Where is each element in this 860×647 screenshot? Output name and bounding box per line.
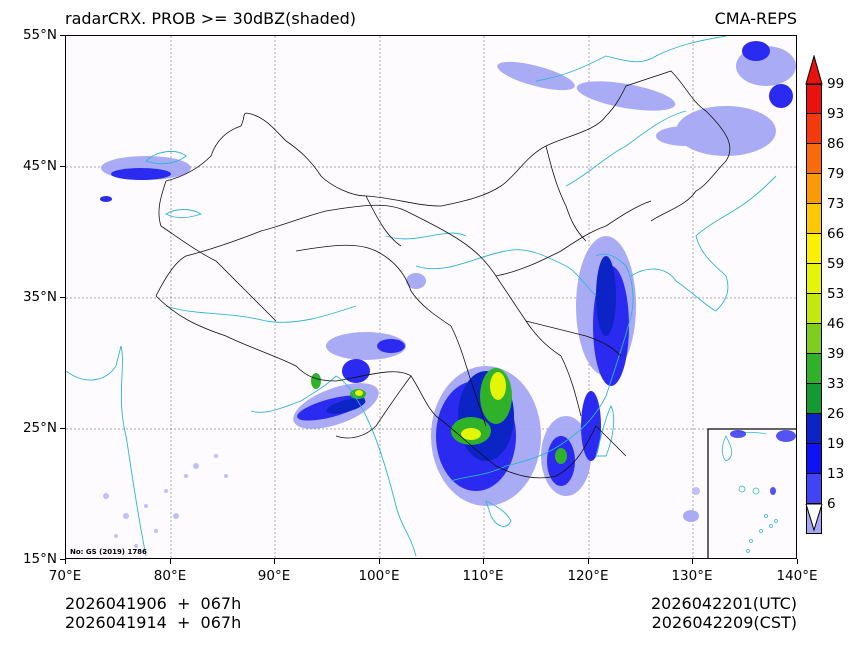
borders [155, 70, 731, 479]
init-cst-line: 2026041914 + 067h [65, 613, 242, 632]
model-name: CMA-REPS [714, 9, 797, 28]
colorbar-level-label: 26 [827, 406, 845, 422]
colorbar-segment [806, 354, 822, 384]
colorbar-segment [806, 474, 822, 504]
colorbar-segment [806, 384, 822, 414]
x-tick-mark [170, 559, 171, 564]
inset-box [707, 428, 796, 558]
y-tick-label: 15°N [22, 551, 57, 567]
x-tick-label: 110°E [462, 568, 504, 584]
colorbar-level-label: 39 [827, 346, 845, 362]
y-tick-mark [60, 297, 65, 298]
colorbar-level-label: 66 [827, 226, 845, 242]
inset-shading [730, 430, 796, 495]
map-approval-note: No: GS (2019) 1786 [70, 548, 147, 556]
colorbar-level-label: 59 [827, 256, 845, 272]
y-tick-mark [60, 559, 65, 560]
prob-shading-yellow [355, 372, 506, 440]
colorbar-level-label: 93 [827, 106, 845, 122]
colorbar-level-label: 46 [827, 316, 845, 332]
colorbar-level-label: 19 [827, 436, 845, 452]
x-tick-mark [274, 559, 275, 564]
colorbar-segment [806, 174, 822, 204]
colorbar-level-label: 33 [827, 376, 845, 392]
coastlines-rivers [66, 36, 777, 557]
x-tick-label: 120°E [567, 568, 609, 584]
colorbar-segment [806, 294, 822, 324]
y-tick-label: 25°N [22, 420, 57, 436]
y-tick-label: 55°N [22, 27, 57, 43]
x-tick-label: 130°E [671, 568, 713, 584]
colorbar-level-label: 73 [827, 196, 845, 212]
x-tick-mark [588, 559, 589, 564]
prob-shading-speckle [103, 454, 719, 548]
colorbar-segment [806, 324, 822, 354]
x-tick-label: 100°E [358, 568, 400, 584]
colorbar-segment [806, 144, 822, 174]
init-utc-line: 2026041906 + 067h [65, 594, 242, 613]
y-tick-label: 35°N [22, 289, 57, 305]
gridlines [66, 36, 796, 558]
x-tick-mark [379, 559, 380, 564]
x-tick-label: 80°E [153, 568, 187, 584]
colorbar-level-label: 53 [827, 286, 845, 302]
colorbar-level-label: 86 [827, 136, 845, 152]
colorbar-segment [806, 414, 822, 444]
colorbar-segment [806, 234, 822, 264]
y-tick-mark [60, 428, 65, 429]
colorbar-segment [806, 84, 822, 114]
y-tick-mark [60, 35, 65, 36]
prob-shading-medium [100, 41, 793, 491]
x-tick-mark [65, 559, 66, 564]
colorbar-segment [806, 114, 822, 144]
colorbar-level-label: 79 [827, 166, 845, 182]
colorbar-segment [806, 444, 822, 474]
colorbar-over-triangle [805, 55, 823, 85]
x-tick-label: 140°E [776, 568, 818, 584]
colorbar-segment [806, 204, 822, 234]
colorbar-level-label: 99 [827, 76, 845, 92]
x-tick-mark [797, 559, 798, 564]
y-tick-mark [60, 166, 65, 167]
chart-title: radarCRX. PROB >= 30dBZ(shaded) [65, 9, 357, 28]
valid-time-block: 2026042201(UTC) 2026042209(CST) [651, 594, 797, 632]
valid-cst: 2026042209(CST) [651, 613, 797, 632]
colorbar-level-label: 13 [827, 466, 845, 482]
y-tick-label: 45°N [22, 158, 57, 174]
valid-utc: 2026042201(UTC) [651, 594, 797, 613]
x-tick-label: 70°E [48, 568, 82, 584]
colorbar-segment [806, 264, 822, 294]
init-time-block: 2026041906 + 067h 2026041914 + 067h [65, 594, 241, 632]
x-tick-mark [483, 559, 484, 564]
map-canvas [66, 36, 796, 558]
map-plot-area: No: GS (2019) 1786 [65, 35, 797, 559]
x-tick-mark [692, 559, 693, 564]
colorbar-under-triangle [805, 504, 823, 532]
colorbar-level-label: 6 [827, 496, 836, 512]
x-tick-label: 90°E [257, 568, 291, 584]
